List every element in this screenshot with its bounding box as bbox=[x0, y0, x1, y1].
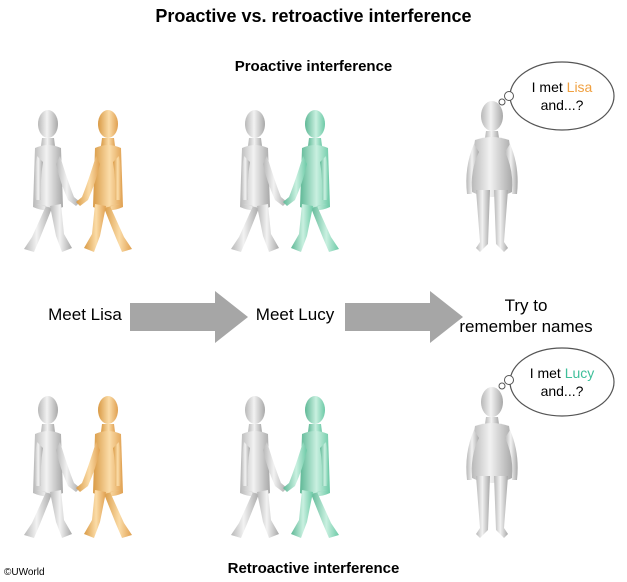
thought-bubble-bottom-icon bbox=[498, 347, 615, 417]
copyright-notice: ©UWorld bbox=[4, 567, 45, 578]
bubble-suffix: and...? bbox=[540, 383, 584, 399]
bottom-handshake-lucy bbox=[231, 396, 339, 538]
remember-line-2: remember names bbox=[459, 317, 593, 336]
thought-bubble-top-icon bbox=[498, 61, 615, 131]
retroactive-interference-label: Retroactive interference bbox=[227, 560, 400, 577]
person-lisa-figure bbox=[76, 110, 132, 252]
arrow-2-icon bbox=[345, 291, 463, 343]
thinking-person-top-figure bbox=[466, 101, 518, 252]
person-lucy-figure bbox=[283, 396, 339, 538]
top-handshake-lucy bbox=[231, 110, 339, 252]
arrow-1-icon bbox=[130, 291, 248, 343]
thought-bubble-bottom-text: I met Lucy and...? bbox=[517, 364, 607, 400]
bubble-suffix: and...? bbox=[540, 97, 584, 113]
bubble-prefix: I met bbox=[531, 79, 567, 95]
bottom-handshake-lisa bbox=[24, 396, 132, 538]
diagram-title: Proactive vs. retroactive interference bbox=[155, 6, 472, 26]
proactive-interference-label: Proactive interference bbox=[234, 58, 393, 75]
person-gray-figure bbox=[24, 110, 80, 252]
thinking-person-bottom-figure bbox=[466, 387, 518, 538]
meet-lisa-label: Meet Lisa bbox=[48, 305, 122, 324]
person-lucy-figure bbox=[283, 110, 339, 252]
bubble-prefix: I met bbox=[529, 365, 565, 381]
person-gray-figure bbox=[24, 396, 80, 538]
person-gray-figure bbox=[231, 110, 287, 252]
remember-names-label: Try to remember names bbox=[456, 295, 596, 337]
bubble-name-lisa: Lisa bbox=[566, 79, 593, 95]
person-gray-figure bbox=[231, 396, 287, 538]
remember-line-1: Try to bbox=[504, 296, 548, 315]
bubble-name-lucy: Lucy bbox=[564, 365, 595, 381]
thought-bubble-top-text: I met Lisa and...? bbox=[517, 78, 607, 114]
person-lisa-figure bbox=[76, 396, 132, 538]
top-handshake-lisa bbox=[24, 110, 132, 252]
meet-lucy-label: Meet Lucy bbox=[255, 305, 335, 324]
